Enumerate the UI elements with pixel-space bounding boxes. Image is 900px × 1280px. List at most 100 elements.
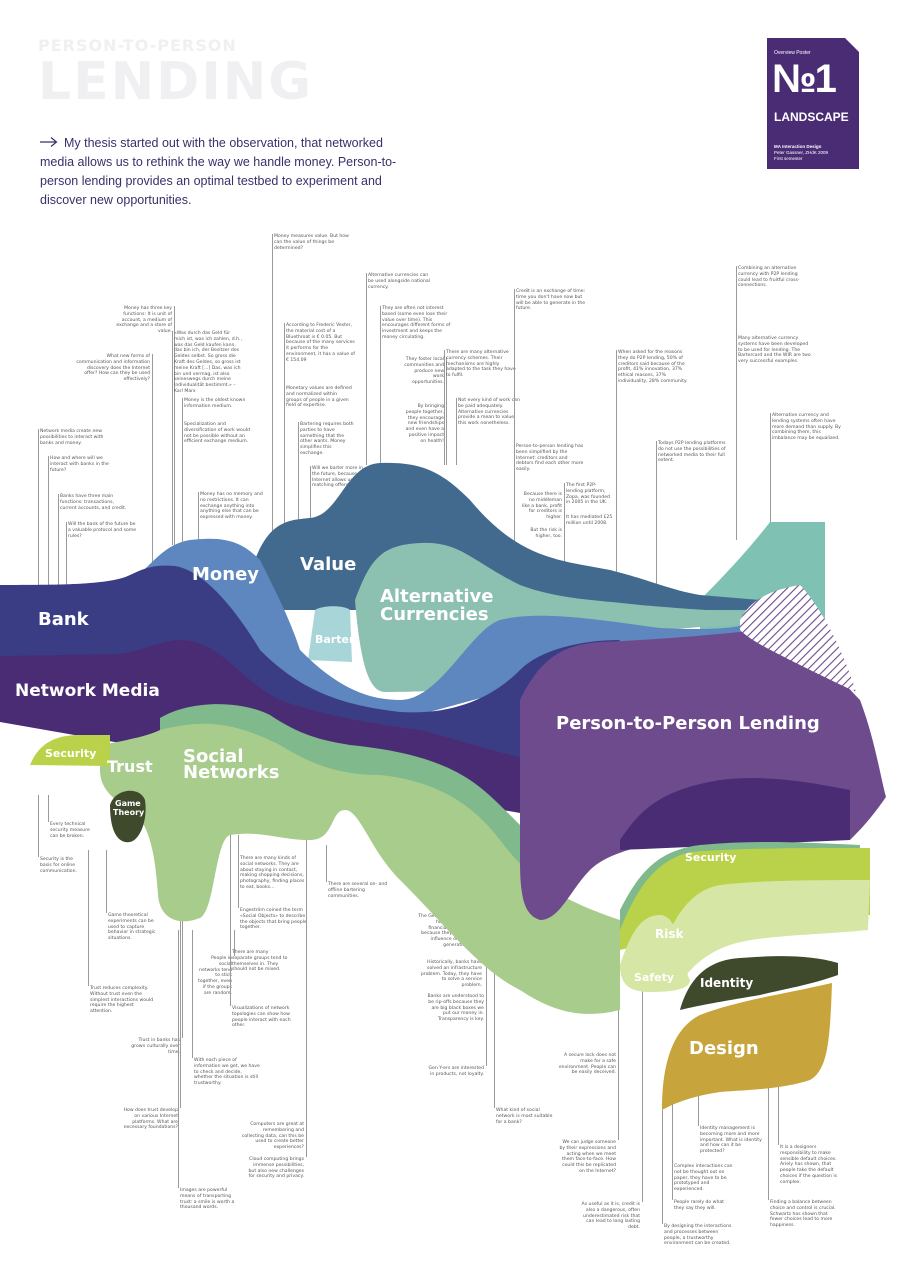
label-security-left: Security [45, 747, 96, 760]
stream-p2p [520, 632, 886, 920]
connector-line [494, 900, 495, 1108]
badge-corner [845, 38, 859, 52]
annotation-note: When asked for the reasons they do P2P l… [618, 350, 688, 384]
annotation-note: Banks have three main functions: transac… [60, 494, 127, 511]
annotation-note: There are many separate groups tend to t… [232, 950, 288, 973]
connector-line [768, 1085, 769, 1200]
annotation-note: They foster local communities and produc… [404, 357, 444, 386]
stream-network-dark [620, 778, 850, 850]
label-alternative-line1: Alternative [380, 586, 493, 607]
annotation-note: Bartering requires both parties to have … [300, 422, 354, 456]
annotation-note: Engeström coined the term «Social Object… [240, 908, 307, 931]
annotation-note: Specialization and diversification of wo… [184, 422, 250, 445]
annotation-note: Security is the basis for online communi… [40, 857, 77, 874]
stream-hatched [740, 585, 856, 692]
connector-line [618, 990, 619, 1140]
annotation-note: Trust in banks has grown culturally over… [131, 1038, 180, 1055]
stream-game-theory [110, 790, 146, 843]
annotation-note: By bringing people together, they encour… [405, 404, 444, 444]
annotation-note: Computers are great at remembering and c… [241, 1122, 304, 1151]
poster-badge: Overview Poster №1 LANDSCAPE MA Interact… [767, 38, 859, 169]
annotation-note: With each piece of information we get, w… [194, 1058, 260, 1087]
annotation-note: According to Frederic Vester, the materi… [286, 323, 356, 363]
annotation-note: Cloud computing brings immense possibili… [248, 1157, 304, 1180]
stream-design [662, 983, 832, 1110]
connector-line [486, 876, 487, 1066]
annotation-note: Network media create new possibilities t… [40, 429, 104, 446]
stream-security-right [620, 848, 870, 950]
stream-safety [620, 915, 690, 992]
connector-line [182, 850, 183, 1038]
connector-line [642, 990, 643, 1202]
label-value: Value [300, 554, 356, 575]
badge-overview: Overview Poster [774, 50, 811, 56]
connector-line [662, 1110, 663, 1224]
intro-text: My thesis started out with the observati… [40, 136, 397, 207]
annotation-note: Visualizations of network topologies can… [232, 1006, 291, 1029]
connector-line [230, 835, 231, 1006]
connector-line [310, 466, 311, 560]
connector-line [446, 404, 447, 465]
annotation-note: Many alternative currency systems have b… [738, 336, 811, 365]
annotation-note: It is a designers responsibility to make… [780, 1145, 838, 1185]
label-design: Design [689, 1038, 759, 1059]
connector-line [284, 386, 285, 560]
label-security-right: Security [685, 851, 736, 864]
annotation-note: It has mediated £25 million until 2008. [566, 515, 613, 526]
annotation-note: Will the bank of the future be a valuabl… [68, 522, 137, 539]
annotation-note: Todays P2P lending platforms do not use … [658, 441, 726, 464]
annotation-note: How does trust develop on various Intern… [123, 1108, 178, 1131]
badge-subtitle: LANDSCAPE [774, 110, 849, 124]
connector-line [178, 930, 179, 1188]
annotation-note: How and where will we interact with bank… [50, 456, 109, 473]
annotation-note: Combining an alternative currency with P… [738, 266, 800, 289]
label-game: Game [115, 799, 141, 808]
connector-line [48, 456, 49, 585]
connector-line [306, 840, 307, 1157]
annotation-note: By designing the interactions and proces… [664, 1224, 732, 1247]
annotation-note: Historically, banks have solved an infra… [420, 960, 482, 989]
annotation-note: As useful as it is, credit is also a dan… [581, 1202, 640, 1231]
connector-line [564, 515, 565, 575]
label-money: Money [192, 564, 259, 585]
annotation-note: Person-to-person lending has been simpli… [516, 444, 584, 473]
annotation-note: Banks are understood to be rip-offs beca… [427, 994, 484, 1023]
annotation-note: There are many alternative currency sche… [446, 350, 516, 379]
label-barter: Barter [315, 633, 355, 646]
annotation-note: Monetary values are defined and normaliz… [286, 386, 352, 409]
annotation-note: Not every kind of work can be paid adequ… [458, 398, 520, 427]
annotation-note: There are many kinds of social networks.… [240, 856, 305, 890]
annotation-note: People rarely do what they say they will… [674, 1200, 724, 1211]
connector-line [192, 930, 193, 1058]
connector-line [380, 306, 381, 465]
annotation-note: A secure lock does not make for a safe e… [558, 1053, 616, 1076]
stream-security-left [30, 735, 110, 766]
annotation-note: Identity management is becoming more and… [700, 1126, 762, 1155]
annotation-note: Gen Y-ers are interested in products, no… [428, 1066, 485, 1077]
arrow-right-icon [40, 134, 60, 153]
annotation-note: Because there is no middleman like a ban… [521, 492, 562, 521]
annotation-note: Credit is an exchange of time: time you … [516, 289, 586, 312]
label-trust: Trust [107, 757, 153, 776]
connector-line [106, 850, 107, 913]
connector-line [736, 336, 737, 540]
connector-line [180, 850, 181, 1108]
connector-line [298, 422, 299, 560]
annotation-note: The first P2P-lending platform, Zopa, wa… [566, 483, 610, 506]
annotation-note: Images are powerful means of transportin… [180, 1188, 235, 1211]
connector-line [172, 331, 173, 545]
connector-line [326, 845, 327, 882]
label-risk: Risk [655, 927, 684, 941]
badge-meta-course: MA Interaction Design [774, 144, 822, 149]
label-safety: Safety [634, 971, 674, 984]
stream-bank [0, 565, 620, 760]
badge-number: №1 [772, 57, 837, 101]
label-alternative-line2: Currencies [380, 604, 489, 625]
connector-line [770, 413, 771, 525]
badge-meta-author: Peter Gassner, ZHdK 2009 [774, 150, 829, 155]
connector-line [778, 1085, 779, 1145]
connector-line [514, 444, 515, 570]
stream-barter [308, 606, 352, 662]
connector-line [444, 350, 445, 465]
connector-line [234, 930, 235, 956]
